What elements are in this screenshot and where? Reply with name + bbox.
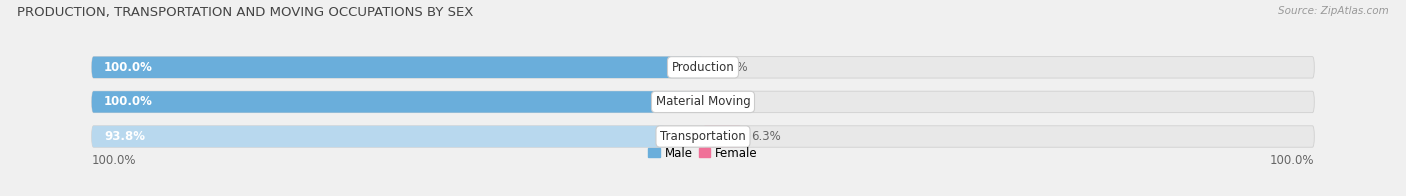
FancyBboxPatch shape [91, 126, 1315, 147]
FancyBboxPatch shape [91, 57, 1315, 78]
Text: 100.0%: 100.0% [91, 153, 136, 167]
FancyBboxPatch shape [91, 126, 665, 147]
FancyBboxPatch shape [703, 126, 741, 147]
Text: Production: Production [672, 61, 734, 74]
FancyBboxPatch shape [91, 91, 1315, 113]
Text: 6.3%: 6.3% [751, 130, 780, 143]
FancyBboxPatch shape [91, 91, 703, 113]
FancyBboxPatch shape [91, 57, 703, 78]
Text: 93.8%: 93.8% [104, 130, 145, 143]
Text: 100.0%: 100.0% [1270, 153, 1315, 167]
Text: 100.0%: 100.0% [104, 61, 153, 74]
Text: Material Moving: Material Moving [655, 95, 751, 108]
Text: 0.0%: 0.0% [718, 95, 748, 108]
Text: Source: ZipAtlas.com: Source: ZipAtlas.com [1278, 6, 1389, 16]
Text: Transportation: Transportation [661, 130, 745, 143]
Text: 0.0%: 0.0% [718, 61, 748, 74]
Text: 100.0%: 100.0% [104, 95, 153, 108]
Text: PRODUCTION, TRANSPORTATION AND MOVING OCCUPATIONS BY SEX: PRODUCTION, TRANSPORTATION AND MOVING OC… [17, 6, 474, 19]
Legend: Male, Female: Male, Female [644, 142, 762, 164]
